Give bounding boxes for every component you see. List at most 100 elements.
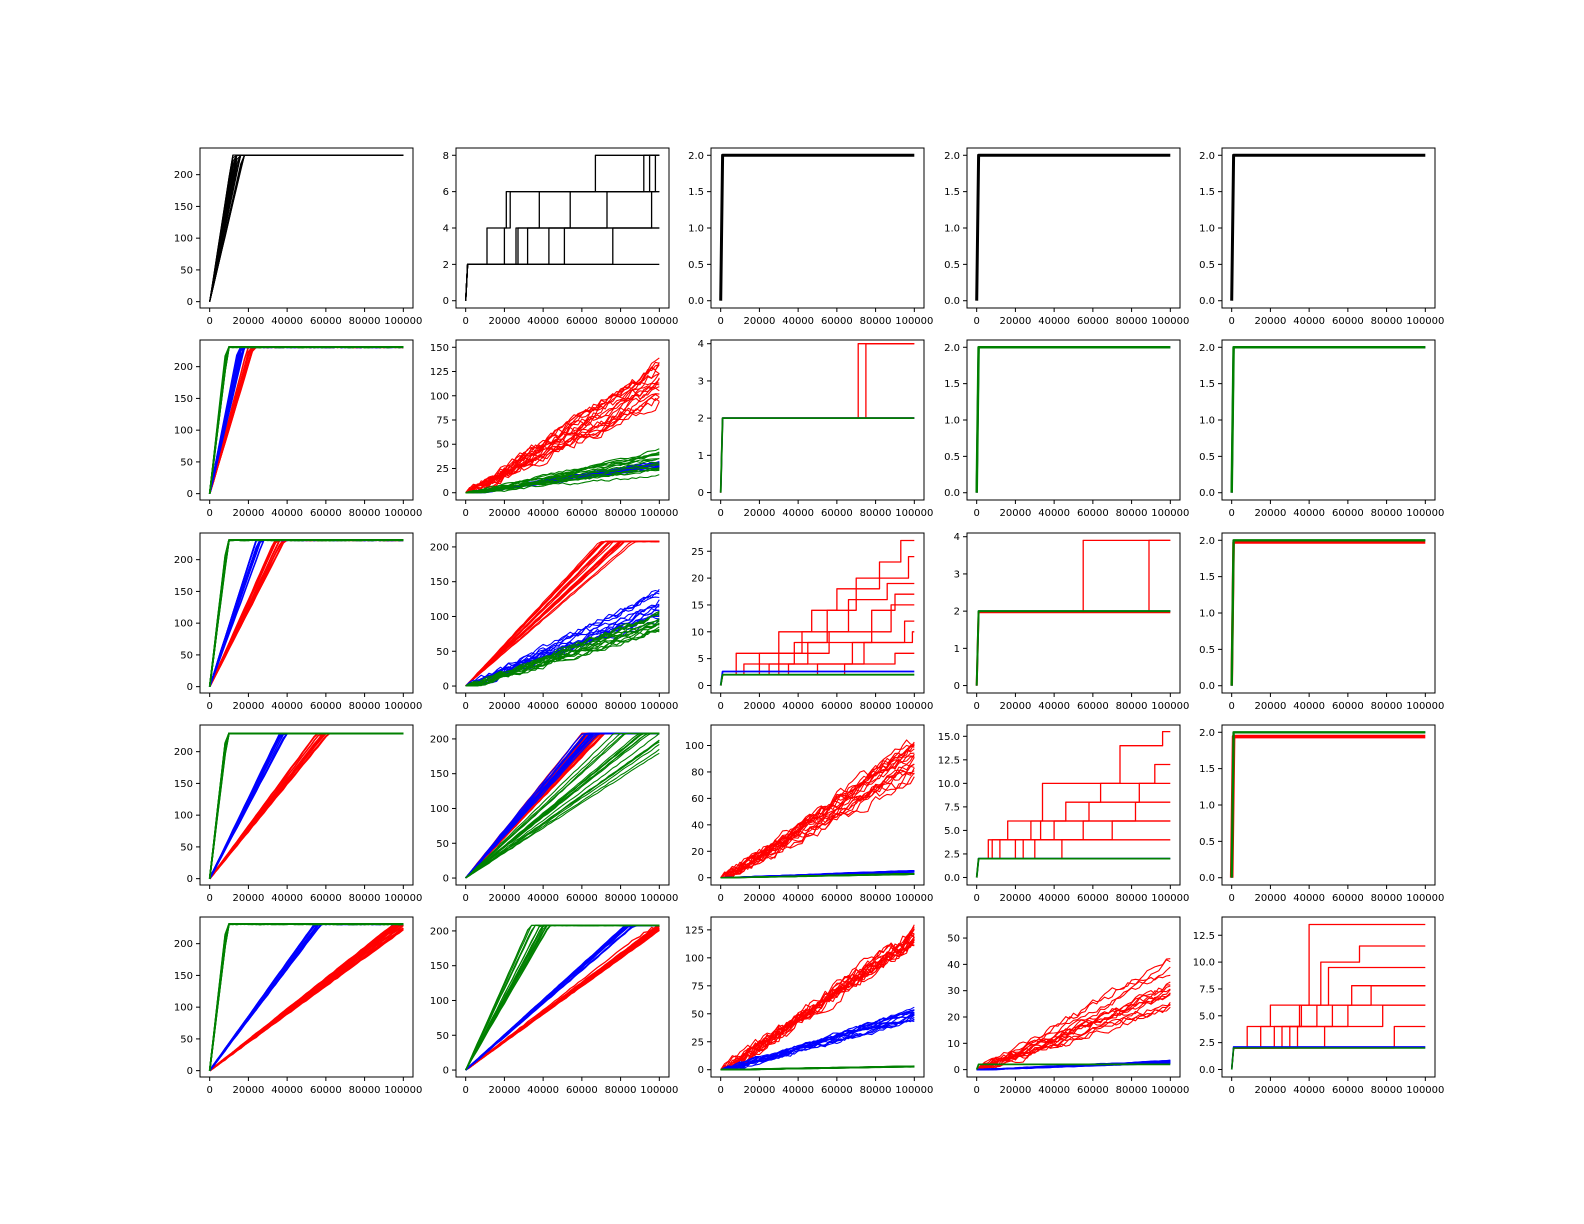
series-green-line-2-1 <box>208 539 404 687</box>
series-green-line-8-0 <box>975 857 1171 878</box>
x-tick-label: 40000 <box>271 508 303 519</box>
y-tick-label: 0 <box>443 1066 449 1077</box>
y-tick-label: 100 <box>685 953 704 964</box>
y-tick-label: 12.5 <box>1193 931 1215 942</box>
series-red-line-0-0 <box>1229 734 1426 878</box>
y-tick-label: 50 <box>436 1031 449 1042</box>
series-green-line-2-17 <box>465 739 660 879</box>
y-tick-label: 200 <box>174 747 193 758</box>
x-tick-label: 80000 <box>349 893 381 904</box>
y-tick-label: 125 <box>685 925 704 936</box>
x-tick-label: 100000 <box>1406 508 1444 519</box>
y-tick-label: 1.5 <box>1199 764 1215 775</box>
y-tick-label: 100 <box>174 619 193 630</box>
y-tick-label: 50 <box>436 839 449 850</box>
series-black-line-0-0 <box>1230 153 1426 301</box>
series-green-line-9-0 <box>1230 1047 1426 1070</box>
x-tick-label: 80000 <box>349 316 381 327</box>
series-blue-line-1-0 <box>975 346 1171 493</box>
series-red-line-0-8 <box>208 539 404 687</box>
x-tick-label: 60000 <box>1077 701 1109 712</box>
y-tick-label: 100 <box>430 391 449 402</box>
x-tick-label: 40000 <box>1293 316 1325 327</box>
y-tick-label: 150 <box>430 769 449 780</box>
y-tick-label: 0.0 <box>1199 488 1215 499</box>
subplot-r3-c2: 0 20000 40000 60000 80000 100000 0 50 100 150 200 <box>430 532 678 712</box>
axes-frame <box>1221 339 1436 501</box>
x-tick-label: 0 <box>206 701 212 712</box>
x-tick-label: 0 <box>206 316 212 327</box>
series-green-line-2-8 <box>465 612 660 687</box>
y-tick-label: 1 <box>954 644 960 655</box>
series-blue-line-1-14 <box>720 1016 915 1071</box>
y-tick-label: 1.5 <box>1199 187 1215 198</box>
series-red-line-0-3 <box>720 744 915 879</box>
y-tick-label: 0.0 <box>1199 681 1215 692</box>
series-green-line-2-14 <box>465 458 660 494</box>
subplot-r2-c4: 0 20000 40000 60000 80000 100000 0.0 0.5 1.0 1.5 2… <box>944 339 1189 519</box>
x-tick-label: 0 <box>717 316 723 327</box>
y-tick-label: 4 <box>954 532 960 543</box>
series-red-line-0-0 <box>1230 346 1426 493</box>
series-black-line-8-0 <box>465 263 660 301</box>
y-tick-label: 8 <box>443 151 449 162</box>
x-tick-label: 40000 <box>271 701 303 712</box>
x-tick-label: 40000 <box>782 893 814 904</box>
y-tick-label: 0 <box>187 297 193 308</box>
series-red-line-0-0 <box>465 540 660 687</box>
x-tick-label: 60000 <box>821 893 853 904</box>
series-red-line-0-11 <box>720 772 915 879</box>
series-blue-line-3-0 <box>975 610 1171 686</box>
series-red-line-0-7 <box>208 539 404 687</box>
axes-frame <box>455 724 670 886</box>
y-tick-label: 1.0 <box>688 224 704 235</box>
series-red-line-0-17 <box>465 401 660 494</box>
y-tick-label: 0 <box>443 682 449 693</box>
series-red-line-0-17 <box>720 924 915 1071</box>
series-green-line-2-7 <box>208 539 404 687</box>
y-tick-label: 50 <box>436 647 449 658</box>
x-tick-label: 80000 <box>1371 508 1403 519</box>
x-tick-label: 60000 <box>1077 1085 1109 1096</box>
series-red-line-0-17 <box>465 540 660 687</box>
x-tick-label: 80000 <box>860 701 892 712</box>
x-tick-label: 40000 <box>527 1085 559 1096</box>
series-red-line-0-16 <box>720 748 915 879</box>
series-blue-line-1-6 <box>208 539 404 687</box>
x-tick-label: 80000 <box>860 316 892 327</box>
x-tick-label: 20000 <box>489 1085 521 1096</box>
axes-frame <box>199 147 414 309</box>
x-tick-label: 0 <box>462 508 468 519</box>
x-tick-label: 100000 <box>1151 316 1189 327</box>
series-red-line-0-9 <box>209 923 404 1072</box>
series-red-line-0-1 <box>465 540 660 687</box>
x-tick-label: 80000 <box>605 893 637 904</box>
series-green-line-4-0 <box>975 610 1171 686</box>
axes-frame <box>966 339 1181 501</box>
x-tick-label: 40000 <box>782 701 814 712</box>
series-blue-line-1-2 <box>208 539 404 687</box>
y-tick-label: 100 <box>430 612 449 623</box>
x-tick-label: 100000 <box>895 316 933 327</box>
series-black-line-0-18 <box>209 154 404 302</box>
axes-frame <box>199 532 414 694</box>
axes-frame <box>710 532 925 694</box>
series-black-line-0-0 <box>719 153 915 301</box>
x-tick-label: 100000 <box>640 316 678 327</box>
subplot-r4-c3: 0 20000 40000 60000 80000 100000 0 20 40 60 80 100 <box>685 724 933 904</box>
x-tick-label: 0 <box>1228 508 1234 519</box>
series-green-line-2-9 <box>208 346 404 494</box>
x-tick-label: 0 <box>1228 701 1234 712</box>
subplot-r5-c4: 0 20000 40000 60000 80000 100000 0 10 20 30 40 50 <box>947 916 1189 1096</box>
series-red-line-0-2 <box>465 540 660 687</box>
y-tick-label: 150 <box>174 779 193 790</box>
x-tick-label: 40000 <box>527 701 559 712</box>
x-tick-label: 0 <box>1228 316 1234 327</box>
x-tick-label: 0 <box>206 1085 212 1096</box>
series-green-line-2-6 <box>465 732 660 879</box>
y-tick-label: 1.0 <box>1199 801 1215 812</box>
y-tick-label: 5.0 <box>1199 1011 1215 1022</box>
x-tick-label: 100000 <box>640 1085 678 1096</box>
series-blue-line-7-0 <box>975 857 1171 878</box>
